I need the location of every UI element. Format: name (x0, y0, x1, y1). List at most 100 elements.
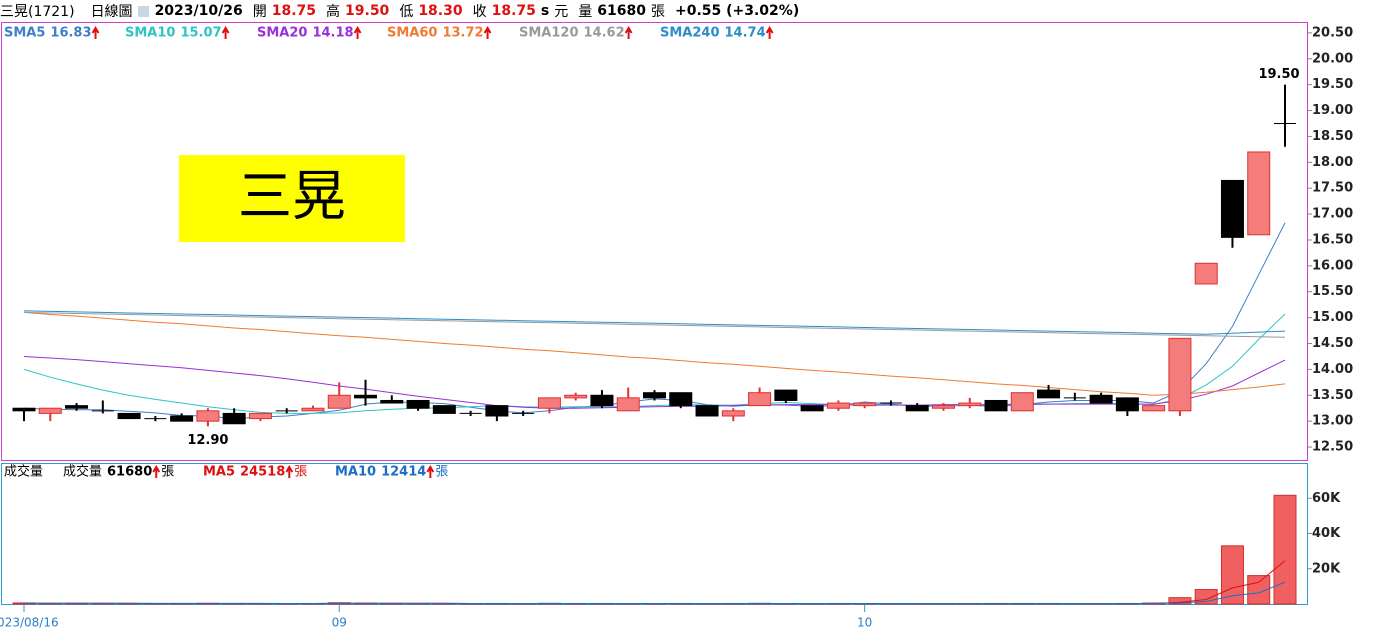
candle-body (1010, 392, 1034, 412)
y-tick-label: 15.00 (1312, 310, 1353, 325)
candle-body (65, 405, 89, 409)
legend-value: 14.74 (725, 26, 766, 41)
high-label: 19.50 (1258, 67, 1299, 82)
up-arrow (483, 26, 492, 39)
y-tick-label: 20.50 (1312, 25, 1353, 40)
legend-unit: 張 (161, 465, 174, 480)
candle-body (1089, 394, 1113, 404)
candle-body (826, 402, 850, 409)
up-arrow (426, 465, 435, 478)
y-tick-label: 40K (1312, 526, 1341, 541)
legend-value: 12414 (381, 465, 426, 480)
legend-name: MA5 (203, 465, 235, 480)
up-arrow (91, 26, 100, 39)
ma-line (23, 581, 1286, 605)
view-menu[interactable] (137, 5, 149, 17)
stock-name: 三晃(1721) (0, 4, 75, 20)
legend-name: SMA20 (257, 26, 307, 41)
legend-name: MA10 (335, 465, 376, 480)
candle-body (1142, 405, 1166, 412)
candle-body (117, 412, 141, 420)
up-arrow (353, 26, 362, 39)
watermark: 三晃 (238, 165, 346, 228)
volume: 61680 (597, 3, 646, 19)
x-tick-label: 09 (332, 616, 347, 630)
candle-body (1247, 151, 1271, 236)
legend-value: 13.72 (442, 26, 483, 41)
legend-unit: 張 (294, 465, 307, 480)
y-tick-label: 15.50 (1312, 284, 1353, 299)
header: 三晃(1721) 日線圖 2023/10/26 開 18.75 高 19.50 … (0, 0, 804, 22)
ma-line (23, 560, 1286, 605)
candle-body (1220, 179, 1244, 238)
candle-body (1168, 337, 1192, 412)
candle-body (931, 405, 955, 409)
candle-body (12, 407, 36, 412)
y-tick-label: 20.00 (1312, 51, 1353, 66)
candle-body (406, 399, 430, 409)
y-tick-label: 18.50 (1312, 129, 1353, 144)
view: 日線圖 (90, 4, 133, 20)
legend-value: 16.83 (50, 26, 91, 41)
y-tick-label: 16.50 (1312, 232, 1353, 247)
candle-body (643, 392, 666, 399)
y-tick-label: 12.50 (1312, 440, 1353, 455)
date: 2023/10/26 (154, 3, 243, 19)
high: 19.50 (345, 3, 390, 19)
up-arrow (285, 465, 294, 478)
y-tick-label: 19.50 (1312, 77, 1353, 92)
change: +0.55 (+3.02%) (674, 3, 800, 19)
y-tick-label: 13.50 (1312, 388, 1353, 403)
legend-name: SMA10 (125, 26, 175, 41)
y-tick-label: 17.00 (1312, 207, 1353, 222)
high-label: 高 (326, 4, 341, 20)
legend-unit: 張 (435, 465, 448, 480)
low: 18.30 (418, 3, 463, 19)
candle-body (1115, 397, 1139, 412)
legend-value: 24518 (240, 465, 285, 480)
candle-body (905, 405, 929, 412)
legend-name: SMA240 (660, 26, 720, 41)
y-tick-label: 13.00 (1312, 414, 1353, 429)
candle-body (327, 394, 351, 409)
open: 18.75 (271, 3, 317, 19)
up-arrow (221, 26, 230, 39)
up-arrow (152, 465, 161, 478)
candle-body (432, 405, 456, 414)
legend-name: 成交量 (63, 464, 102, 480)
candle-body (853, 402, 877, 407)
legend-name: SMA5 (4, 26, 45, 41)
s: s (540, 3, 550, 19)
candle-body (537, 397, 561, 409)
sma-line (23, 311, 1286, 396)
candle-body (774, 389, 798, 401)
candle-body (721, 410, 745, 417)
sma-line (23, 310, 1286, 335)
candle-body (748, 392, 772, 407)
candle-body (196, 410, 220, 422)
volume-label: 量 (578, 4, 593, 20)
legend-value: 61680 (107, 465, 152, 480)
low-label: 12.90 (187, 433, 228, 448)
close-label: 收 (472, 4, 487, 20)
candle-body (1194, 262, 1218, 285)
sma-line (23, 222, 1286, 420)
low-label: 低 (399, 4, 414, 20)
sma-line (23, 311, 1286, 338)
candle-body (695, 405, 719, 417)
volume-panel (1, 463, 1308, 605)
legend-name: SMA120 (519, 26, 579, 41)
candle-body (616, 397, 640, 412)
volume-bar (1247, 575, 1271, 605)
candle-body (669, 392, 693, 407)
candle-body (800, 405, 824, 412)
candle-body (958, 402, 982, 407)
unit: 元 (554, 4, 569, 20)
candle-body (248, 412, 272, 420)
x-tick-label: 10 (857, 616, 872, 630)
volume-bar (1273, 494, 1297, 605)
y-tick-label: 17.50 (1312, 181, 1353, 196)
close: 18.75 (491, 3, 536, 19)
price-panel (1, 22, 1308, 461)
